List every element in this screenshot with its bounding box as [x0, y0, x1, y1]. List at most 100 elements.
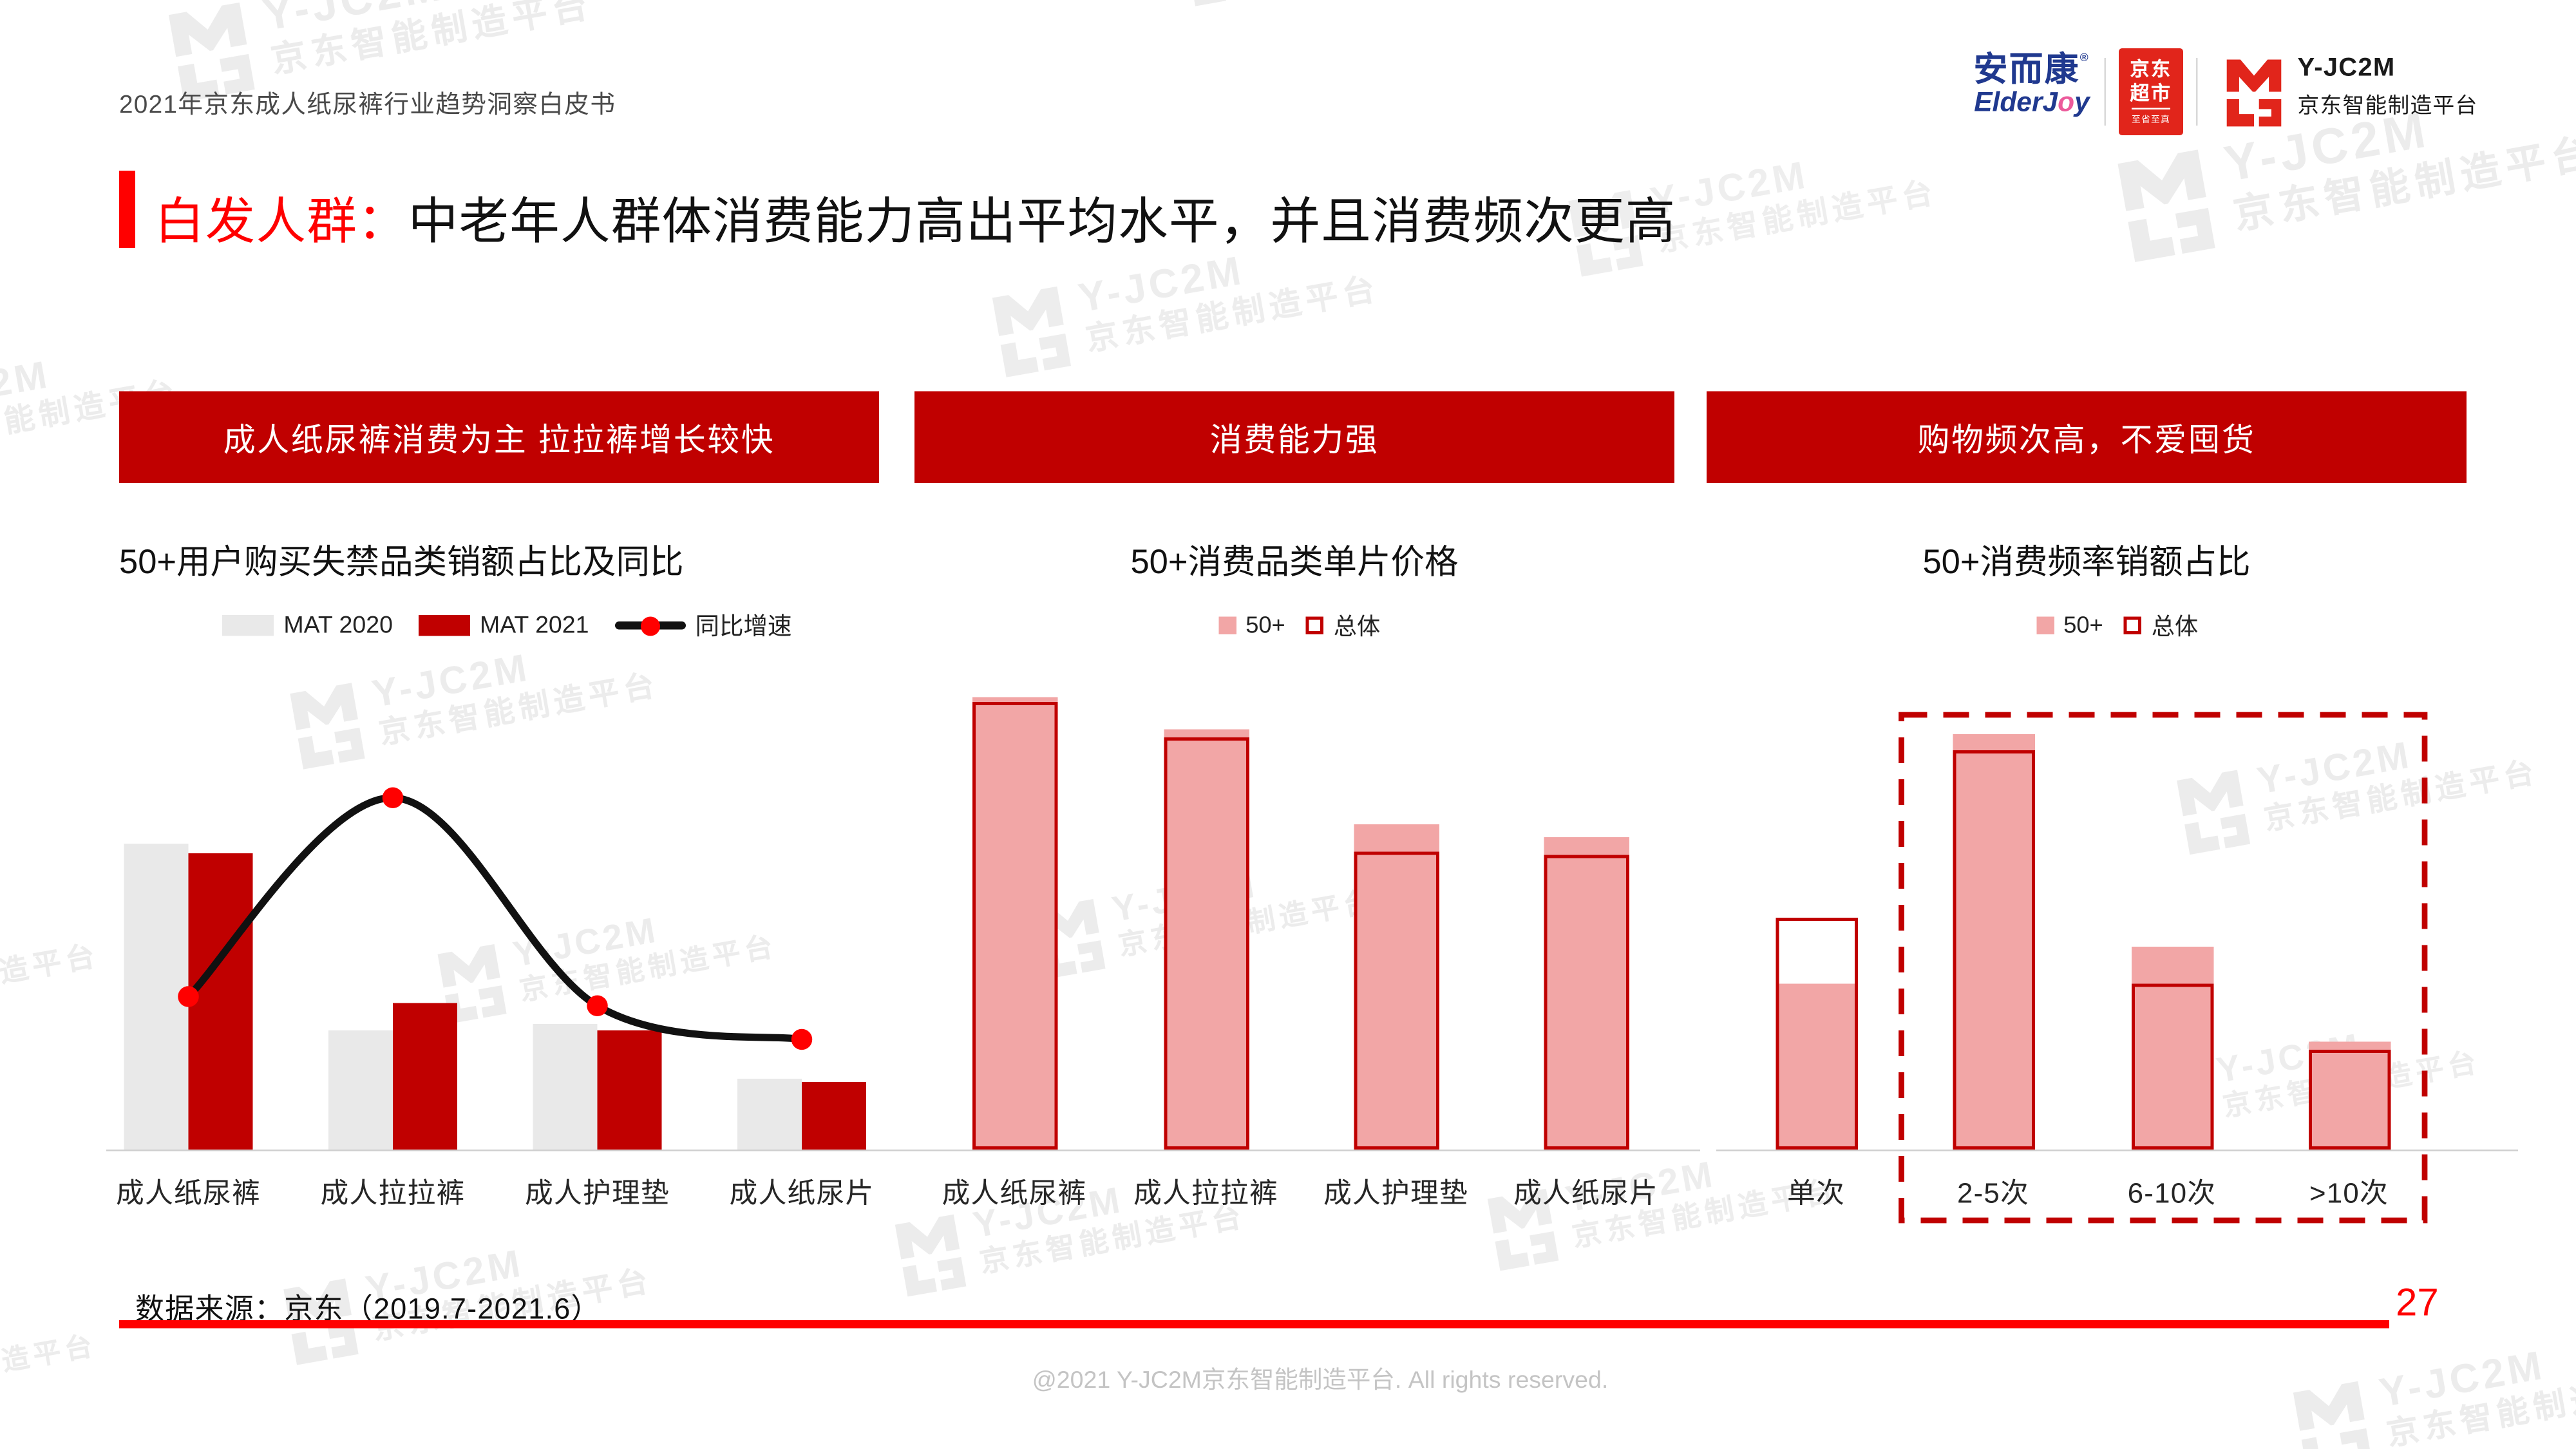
title-accent-bar — [119, 171, 135, 248]
category-label: 成人纸尿片 — [729, 1177, 875, 1209]
bar-total-1 — [1952, 750, 2034, 1150]
chart3-plot: 单次 2-5次 6-10次 >10次 — [1716, 691, 2518, 1209]
legend-swatch-pink — [1218, 616, 1236, 634]
bar-total-0 — [1775, 916, 1857, 1150]
chart2-legend: 50+ 总体 — [911, 609, 1687, 643]
legend-line-marker-icon — [614, 614, 686, 637]
line-marker — [382, 787, 404, 808]
bar-total-2 — [1353, 851, 1439, 1150]
watermark-text-2: 京东智能制造平台 — [1083, 271, 1383, 359]
jd-logo-divider — [2132, 108, 2170, 109]
elderjoy-logo: 安而康® ElderJoy — [1958, 52, 2106, 119]
yjc2m-logo: Y-JC2M 京东智能制造平台 — [2222, 53, 2478, 131]
legend-swatch-red — [418, 615, 470, 636]
legend-item-mat2020: MAT 2020 — [222, 612, 393, 639]
logo-divider — [2196, 58, 2198, 126]
legend-swatch-outline — [2124, 616, 2142, 634]
jd-supermarket-logo: 京东 超市 至省至真 — [2119, 48, 2183, 135]
bar-MAT2021-1 — [393, 1003, 457, 1150]
category-label: >10次 — [2309, 1177, 2389, 1209]
bar-total-3 — [2307, 1050, 2391, 1150]
legend-swatch-outline — [1306, 616, 1324, 634]
watermark-logo-icon — [1189, 0, 1226, 6]
watermark-logo-icon — [895, 1214, 967, 1297]
legend-item-50plus: 50+ — [2036, 612, 2103, 638]
logo-divider — [2104, 58, 2106, 126]
banner-section-3: 购物频次高，不爱囤货 — [1707, 391, 2467, 483]
bar-50plus-1 — [1163, 728, 1249, 1150]
elderjoy-logo-cn: 安而康® — [1973, 52, 2090, 89]
line-marker — [178, 986, 199, 1007]
bar-total-2 — [2130, 983, 2213, 1150]
legend-item-50plus: 50+ — [1218, 612, 1285, 638]
growth-line — [178, 787, 813, 1050]
watermark: Y-JC2M京东智能制造平台 — [0, 898, 103, 1039]
chart1-legend: MAT 2020 MAT 2021 同比增速 — [119, 609, 895, 643]
legend-item-mat2021: MAT 2021 — [418, 612, 589, 639]
watermark: Y-JC2M京东智能制造平台 — [1175, 0, 1555, 10]
legend-swatch-gray — [222, 615, 274, 636]
watermark: Y-JC2M京东智能制造平台 — [0, 1291, 100, 1425]
bar-50plus-3 — [1543, 837, 1629, 1150]
registered-mark: ® — [2079, 53, 2090, 65]
slide-title-rest: 中老年人群体消费能力高出平均水平，并且消费频次更高 — [408, 193, 1676, 250]
category-label: 成人护理垫 — [1323, 1177, 1468, 1209]
bar-MAT2020-1 — [328, 1030, 393, 1150]
bar-MAT2021-3 — [802, 1082, 866, 1150]
chart3-legend: 50+ 总体 — [1729, 609, 2505, 643]
yjc2m-logo-icon — [2226, 59, 2282, 127]
bottom-red-line — [119, 1320, 2389, 1329]
watermark-text-2: 京东智能制造平台 — [1654, 176, 1940, 259]
line-marker — [587, 995, 608, 1016]
chart2-title: 50+消费品类单片价格 — [1130, 544, 1459, 582]
footer-copyright: @2021 Y-JC2M京东智能制造平台. All rights reserve… — [1032, 1367, 1609, 1395]
bar-MAT2020-2 — [533, 1024, 598, 1150]
legend-item-total: 总体 — [1306, 609, 1380, 643]
chart1-axis — [106, 1148, 908, 1151]
watermark-text-2: 京东智能制造平台 — [977, 1200, 1249, 1280]
chart1-plot: 成人纸尿裤 成人拉拉裤 成人护理垫 成人纸尿片 — [106, 691, 908, 1209]
bar-50plus-0 — [1775, 983, 1857, 1150]
watermark-logo-icon — [2117, 149, 2215, 262]
chart3-title: 50+消费频率销额占比 — [1922, 544, 2251, 582]
bar-total-3 — [1543, 855, 1629, 1150]
watermark-text-1: Y-JC2M — [0, 898, 96, 987]
document-header-title: 2021年京东成人纸尿裤行业趋势洞察白皮书 — [119, 91, 616, 120]
banner-section-1: 成人纸尿裤消费为主 拉拉裤增长较快 — [119, 391, 879, 483]
watermark-text-2: 京东智能制造平台 — [268, 0, 596, 81]
slide-title: 白发人群：中老年人群体消费能力高出平均水平，并且消费频次更高 — [155, 180, 1676, 253]
category-label: 成人拉拉裤 — [320, 1177, 466, 1209]
page-number: 27 — [2396, 1282, 2439, 1325]
data-source-note: 数据来源：京东（2019.7-2021.6） — [135, 1293, 601, 1325]
slide-title-highlight: 白发人群： — [155, 193, 408, 250]
category-label: 成人纸尿裤 — [116, 1177, 261, 1209]
watermark-text-1: Y-JC2M — [1647, 153, 1812, 225]
watermark-text-2: 京东智能制造平台 — [0, 940, 102, 1019]
category-label: 成人纸尿片 — [1513, 1177, 1658, 1209]
bar-MAT2020-3 — [737, 1079, 802, 1150]
bar-MAT2020-0 — [124, 844, 189, 1150]
bar-total-0 — [971, 701, 1057, 1150]
legend-item-total: 总体 — [2124, 609, 2198, 643]
watermark-logo-icon — [992, 286, 1072, 377]
bar-MAT2021-2 — [597, 1030, 662, 1150]
bar-total-1 — [1163, 737, 1249, 1150]
banner-section-2: 消费能力强 — [914, 391, 1674, 483]
watermark-text-2: 京东智能制造平台 — [2230, 131, 2576, 239]
chart2-plot: 成人纸尿裤 成人拉拉裤 成人护理垫 成人纸尿片 — [898, 691, 1700, 1209]
chart1-title: 50+用户购买失禁品类销额占比及同比 — [119, 544, 684, 582]
category-label: 成人护理垫 — [525, 1177, 670, 1209]
line-marker — [791, 1028, 813, 1050]
category-label: 单次 — [1787, 1177, 1845, 1209]
watermark-text-1: Y-JC2M — [259, 0, 448, 42]
legend-swatch-pink — [2036, 616, 2054, 634]
chart2-axis — [898, 1148, 1700, 1151]
category-label: 成人纸尿裤 — [942, 1177, 1087, 1209]
category-label: 成人拉拉裤 — [1133, 1177, 1278, 1209]
legend-item-growth: 同比增速 — [614, 609, 792, 643]
bar-50plus-2 — [1353, 824, 1439, 1150]
bar-MAT2021-0 — [188, 853, 253, 1150]
elderjoy-logo-en: ElderJoy — [1974, 87, 2090, 118]
